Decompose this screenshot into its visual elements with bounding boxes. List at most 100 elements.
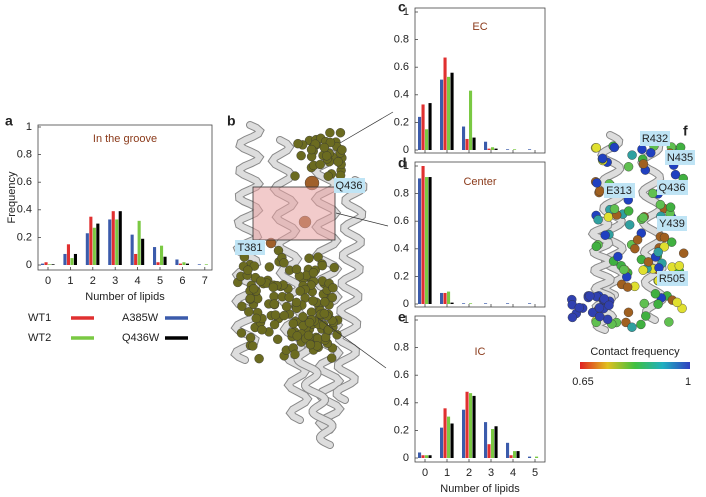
atom (245, 332, 256, 343)
y-tick-label: 0.4 (394, 397, 409, 409)
y-tick-label: 0.6 (394, 61, 409, 73)
legend-label: Q436W (122, 332, 160, 344)
atom (627, 322, 637, 332)
y-tick-label: 1 (403, 6, 409, 18)
bar (421, 455, 425, 458)
bar (513, 149, 517, 150)
x-tick-label: 5 (157, 275, 163, 287)
connector (317, 317, 387, 369)
bar (462, 303, 466, 304)
bar (450, 72, 454, 150)
atom (337, 145, 347, 155)
bar (528, 303, 532, 304)
atom (327, 292, 338, 303)
atom (237, 301, 247, 311)
label-box (640, 131, 670, 146)
atom (637, 144, 647, 155)
atom (665, 202, 676, 212)
atom (623, 162, 634, 172)
x-tick-label: 7 (202, 275, 208, 287)
atom (666, 237, 677, 247)
bar (73, 253, 77, 265)
bar (137, 220, 141, 265)
atom (613, 251, 623, 262)
y-tick-label: 1 (403, 314, 409, 326)
atom (677, 303, 687, 314)
atom (290, 171, 300, 181)
bar (472, 395, 476, 458)
colorbar-title: Contact frequency (590, 346, 680, 358)
panel-letter: e (398, 309, 406, 325)
atom (325, 127, 335, 138)
atom (630, 243, 640, 254)
atom (609, 142, 620, 153)
y-tick-label: 0.2 (394, 424, 409, 436)
bar (85, 233, 89, 265)
residue-label: N435 (667, 152, 693, 164)
x-tick-label: 0 (45, 275, 51, 287)
atom (288, 318, 298, 329)
residue-label: R505 (659, 273, 685, 285)
bar (469, 90, 473, 150)
residue-label: Y439 (659, 218, 685, 230)
atom (653, 247, 663, 257)
x-tick-label: 4 (135, 275, 141, 287)
bar (465, 391, 469, 458)
bar (447, 416, 451, 458)
bar (469, 303, 473, 304)
residue-label: Q436 (659, 182, 686, 194)
bar (89, 216, 93, 265)
atom (655, 199, 666, 210)
atom (256, 276, 266, 286)
label-box (334, 178, 365, 193)
x-tick-label: 6 (179, 275, 185, 287)
atom (243, 265, 253, 275)
bar (428, 103, 432, 150)
y-tick-label: 0.8 (394, 34, 409, 46)
atom (290, 349, 300, 360)
panel-letter: d (398, 155, 407, 171)
bar (141, 238, 145, 265)
atom (305, 339, 316, 350)
atom (269, 299, 280, 309)
atom (304, 253, 314, 263)
atom (609, 204, 620, 214)
y-tick-label: 0 (26, 259, 32, 271)
bar (484, 422, 488, 458)
colorbar (580, 362, 690, 369)
atom (650, 289, 661, 299)
bar (440, 427, 444, 458)
legend-label: WT1 (28, 312, 51, 324)
atom (254, 353, 264, 364)
atom (322, 151, 332, 161)
bar (197, 264, 201, 265)
atom (592, 178, 602, 188)
atom (333, 157, 343, 167)
bar (44, 262, 48, 265)
atom (646, 148, 656, 158)
atom (319, 142, 330, 153)
atom (284, 292, 294, 303)
bar (178, 263, 182, 265)
atom (638, 159, 649, 169)
atom (594, 186, 605, 196)
label-box (657, 180, 688, 195)
bar (516, 451, 520, 458)
y-tick-label: 0.6 (394, 215, 409, 227)
atom (672, 297, 682, 308)
molecule-images (230, 121, 689, 449)
bar (472, 137, 476, 150)
x-tick-label: 2 (90, 275, 96, 287)
residue-label: E313 (606, 185, 632, 197)
atom (248, 341, 258, 351)
atom (632, 235, 643, 245)
x-tick-label: 3 (112, 275, 118, 287)
x-axis-label: Number of lipids (440, 483, 520, 495)
atom (641, 311, 651, 321)
chart-title: Center (463, 176, 496, 188)
bar (484, 141, 488, 150)
atom (670, 169, 681, 180)
atom (653, 299, 663, 309)
y-tick-label: 0.4 (394, 243, 409, 255)
bar (96, 223, 100, 265)
